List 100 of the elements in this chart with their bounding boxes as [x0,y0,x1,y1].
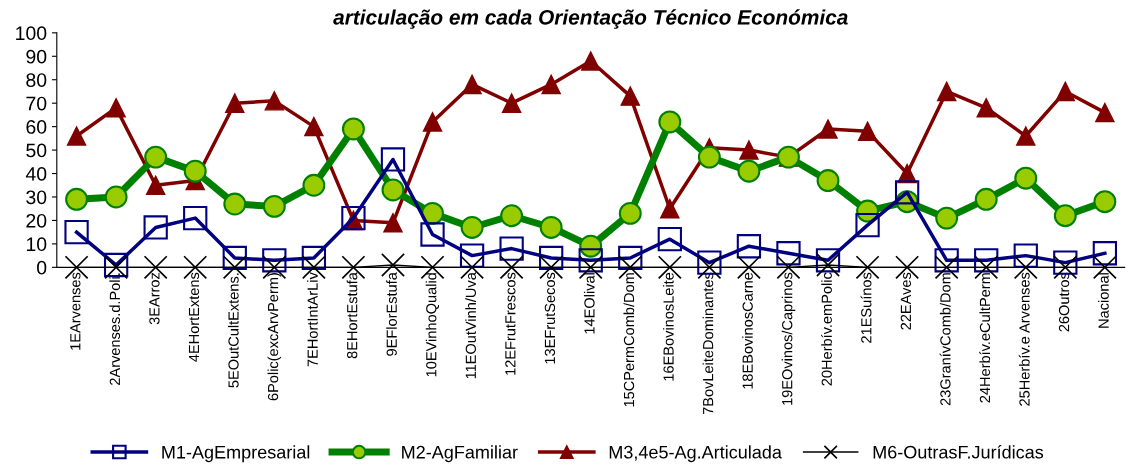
point [737,159,761,183]
point [620,86,640,106]
point [145,175,166,195]
x-tick-label: 8EHortEstufa [346,272,358,359]
y-tick-label: 60 [26,120,47,134]
point [262,248,287,273]
y-tick-label: 50 [26,143,47,158]
point [383,213,403,233]
point [143,215,168,240]
y-tick-label: 90 [26,49,47,64]
point [539,245,564,271]
point [935,206,959,230]
x-tick-label: 9EFlorEstufa [386,272,397,356]
point [1013,243,1038,268]
point [422,112,443,132]
point [341,117,365,141]
point [1053,204,1077,228]
point [104,185,128,209]
x-tick-label: 22EAves [900,272,912,330]
point [420,222,445,247]
point [578,248,603,273]
point [1014,166,1038,190]
legend-label: M3,4e5-Ag.Articulada [609,445,782,463]
y-tick-label: 0 [37,260,47,275]
point [302,173,326,197]
x-tick-label: 16EBovinosLeite [663,272,674,381]
point [894,180,920,205]
point [1055,81,1076,102]
legend-label: M6-OutrasF.Jurídicas [873,445,1044,459]
x-tick-label: 23GranívComb/Dom [939,273,951,406]
legend-label: M2-AgFamiliar [402,445,518,463]
point [974,187,998,211]
x-tick-label: 18EBovinosCarne [742,272,753,389]
x-tick-label: 6Polic(excArvPerm) [267,273,282,401]
chart-title: articulação em cada Orientação Técnico Económica [333,9,848,29]
point [460,216,484,239]
point [501,93,522,113]
x-tick-label: Nacional [1098,273,1109,328]
point [262,194,286,218]
x-tick-label: 7EHortIntArLiv [307,272,318,367]
point [657,227,682,252]
point [462,74,482,95]
point [499,236,524,261]
point [264,91,285,111]
x-tick-label: 25Herbív.e Arvenses [1018,272,1030,406]
point [183,205,208,231]
point [539,216,563,239]
point [818,119,838,139]
x-tick-label: 14EOlival [583,273,595,334]
x-tick-label: 24Herbív.eCultPerm [979,273,991,403]
point [1016,126,1036,146]
y-tick-label: 30 [26,190,47,205]
x-tick-label: 5EOutCultExtens. [227,273,239,388]
x-tick-label: 3EArroz [149,272,160,325]
y-tick-label: 70 [26,96,47,111]
point [144,145,168,169]
point [66,126,87,146]
y-tick-label: 80 [26,73,47,87]
x-tick-label: 19EOvinos/Caprinos [781,272,796,405]
point [936,81,957,102]
x-tick-label: 13EFrutSecos [544,272,556,364]
point [183,159,207,183]
point [381,178,405,202]
x-tick-label: 21ESuínos [860,272,872,343]
point [618,201,642,225]
point [541,74,561,95]
point [580,51,601,71]
point [65,187,89,211]
legend-label: M1-AgEmpresarial [162,445,310,463]
point [106,98,126,118]
point [301,245,327,271]
point [1095,102,1115,123]
point [857,121,878,142]
point [976,98,996,118]
point [618,245,643,271]
x-tick-label: 4EHortExtens [188,272,200,362]
point [739,140,759,160]
point [380,147,406,172]
point [459,243,485,268]
point [500,204,524,228]
x-tick-label: 7BovLeiteDominantes [702,272,714,415]
point [736,234,762,259]
point [1093,190,1117,214]
y-tick-label: 20 [26,213,47,228]
point [697,145,721,169]
x-tick-label: 11EOutVinh/Uva [465,272,476,379]
y-tick-label: 100 [16,26,47,41]
point [855,212,880,238]
point [64,220,89,245]
point [222,245,247,271]
x-tick-label: 1EArvenses [70,272,81,350]
x-tick-label: 2Arvenses.d.Poli. [109,273,121,385]
point [974,248,999,273]
point [341,205,366,231]
point [815,248,841,273]
point [776,241,801,266]
x-tick-label: 10EVinhoQualid [425,273,440,377]
x-tick-label: 15CPermComb/Dom [623,273,635,407]
point [660,198,680,219]
point [934,248,959,273]
